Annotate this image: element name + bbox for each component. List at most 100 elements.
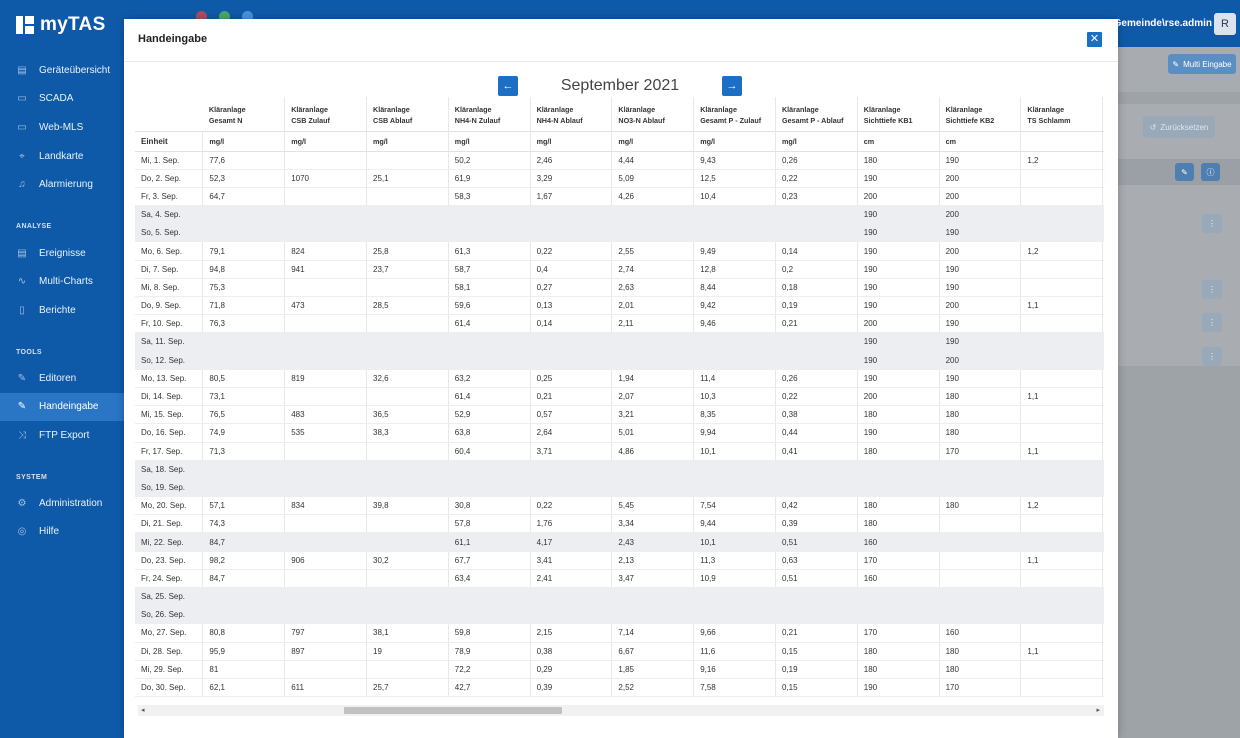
value-cell[interactable]: 2,64 <box>530 423 613 443</box>
value-cell[interactable]: 6,67 <box>611 642 695 661</box>
value-cell[interactable]: 5,09 <box>611 169 695 188</box>
value-cell[interactable]: 180 <box>857 405 940 425</box>
value-cell[interactable]: 19 <box>366 642 449 661</box>
value-cell[interactable] <box>1102 405 1104 425</box>
value-cell[interactable]: 39,8 <box>366 496 449 516</box>
value-cell[interactable]: 38,1 <box>366 623 449 643</box>
row-menu-button[interactable]: ⋮ <box>1202 313 1222 332</box>
value-cell[interactable] <box>1102 605 1104 625</box>
value-cell[interactable] <box>693 587 776 607</box>
horizontal-scrollbar[interactable]: ◂ ▸ <box>138 705 1104 716</box>
value-cell[interactable]: 941 <box>284 260 367 279</box>
value-cell[interactable]: 36,5 <box>366 405 449 425</box>
value-cell[interactable]: 0,44 <box>775 423 858 443</box>
value-cell[interactable] <box>284 151 367 170</box>
value-cell[interactable]: 190 <box>939 369 1022 388</box>
value-cell[interactable]: 0,26 <box>775 151 858 170</box>
value-cell[interactable]: 170 <box>857 551 940 570</box>
value-cell[interactable] <box>775 332 858 352</box>
value-cell[interactable] <box>939 460 1022 479</box>
value-cell[interactable] <box>1102 532 1104 552</box>
value-cell[interactable]: 0,22 <box>530 496 613 516</box>
value-cell[interactable]: 160 <box>857 532 940 552</box>
value-cell[interactable] <box>1020 351 1104 370</box>
value-cell[interactable] <box>448 205 531 225</box>
value-cell[interactable]: 84,7 <box>202 532 286 552</box>
value-cell[interactable] <box>366 151 449 170</box>
value-cell[interactable] <box>1020 605 1104 625</box>
value-cell[interactable] <box>284 478 367 498</box>
value-cell[interactable] <box>366 205 449 225</box>
value-cell[interactable]: 74,9 <box>202 423 286 443</box>
next-month-button[interactable]: → <box>722 76 742 96</box>
value-cell[interactable]: 9,66 <box>693 623 776 643</box>
value-cell[interactable]: 12,8 <box>693 260 776 279</box>
value-cell[interactable] <box>366 460 449 479</box>
sidebar-item-geräteübersicht[interactable]: ▤ Geräteübersicht <box>0 56 124 85</box>
value-cell[interactable] <box>693 205 776 225</box>
value-cell[interactable]: 180 <box>939 660 1022 679</box>
value-cell[interactable]: 98,2 <box>202 551 286 570</box>
value-cell[interactable] <box>693 351 776 370</box>
value-cell[interactable]: 2,63 <box>611 278 695 298</box>
value-cell[interactable]: 76,5 <box>202 405 286 425</box>
value-cell[interactable]: 483 <box>284 405 367 425</box>
sidebar-item-multi-charts[interactable]: ∿ Multi-Charts <box>0 268 124 297</box>
value-cell[interactable] <box>775 460 858 479</box>
sidebar-item-editoren[interactable]: ✎ Editoren <box>0 364 124 393</box>
value-cell[interactable]: 200 <box>857 314 940 334</box>
value-cell[interactable] <box>1020 569 1104 589</box>
value-cell[interactable]: 32,6 <box>366 369 449 388</box>
value-cell[interactable]: 190 <box>939 314 1022 334</box>
value-cell[interactable]: 63,4 <box>448 569 531 589</box>
value-cell[interactable] <box>1020 332 1104 352</box>
sidebar-item-web-mls[interactable]: ▭ Web-MLS <box>0 113 124 142</box>
value-cell[interactable] <box>530 332 613 352</box>
value-cell[interactable]: 4,86 <box>611 442 695 461</box>
reset-button[interactable]: ↺ Zurücksetzen <box>1143 116 1215 138</box>
status-dot-alarm[interactable] <box>196 11 207 22</box>
value-cell[interactable] <box>1020 423 1104 443</box>
value-cell[interactable] <box>775 223 858 243</box>
value-cell[interactable] <box>366 587 449 607</box>
status-dot-ok[interactable] <box>219 11 230 22</box>
current-user[interactable]: Gemeinde\rse.admin <box>1113 18 1212 29</box>
value-cell[interactable] <box>1020 460 1104 479</box>
value-cell[interactable] <box>366 442 449 461</box>
value-cell[interactable] <box>530 351 613 370</box>
value-cell[interactable] <box>366 478 449 498</box>
value-cell[interactable]: 0,38 <box>775 405 858 425</box>
value-cell[interactable]: 30,2 <box>366 551 449 570</box>
value-cell[interactable] <box>366 532 449 552</box>
value-cell[interactable] <box>939 605 1022 625</box>
value-cell[interactable]: 22,6 <box>1102 387 1104 407</box>
value-cell[interactable]: 11,4 <box>693 369 776 388</box>
value-cell[interactable]: 0,26 <box>775 369 858 388</box>
value-cell[interactable]: 0,15 <box>775 678 858 698</box>
value-cell[interactable] <box>202 223 286 243</box>
value-cell[interactable]: 25,8 <box>366 241 449 261</box>
value-cell[interactable] <box>366 187 449 207</box>
value-cell[interactable]: 80,5 <box>202 369 286 388</box>
value-cell[interactable]: 10,1 <box>693 532 776 552</box>
value-cell[interactable]: 190 <box>857 351 940 370</box>
value-cell[interactable] <box>366 387 449 407</box>
info-button[interactable]: ⓘ <box>1201 163 1220 181</box>
value-cell[interactable]: 0,39 <box>530 678 613 698</box>
value-cell[interactable] <box>775 478 858 498</box>
value-cell[interactable]: 190 <box>857 296 940 316</box>
value-cell[interactable]: 77,6 <box>202 151 286 170</box>
value-cell[interactable] <box>284 587 367 607</box>
value-cell[interactable]: 11,3 <box>693 551 776 570</box>
value-cell[interactable] <box>1102 678 1104 698</box>
value-cell[interactable] <box>1102 332 1104 352</box>
value-cell[interactable] <box>366 351 449 370</box>
value-cell[interactable]: 52,3 <box>202 169 286 188</box>
value-cell[interactable] <box>939 478 1022 498</box>
value-cell[interactable] <box>366 569 449 589</box>
value-cell[interactable] <box>448 351 531 370</box>
value-cell[interactable]: 22,1 <box>1102 496 1104 516</box>
sidebar-item-alarmierung[interactable]: ♫ Alarmierung <box>0 170 124 199</box>
value-cell[interactable]: 0,13 <box>530 296 613 316</box>
value-cell[interactable]: 21,8 <box>1102 642 1104 661</box>
